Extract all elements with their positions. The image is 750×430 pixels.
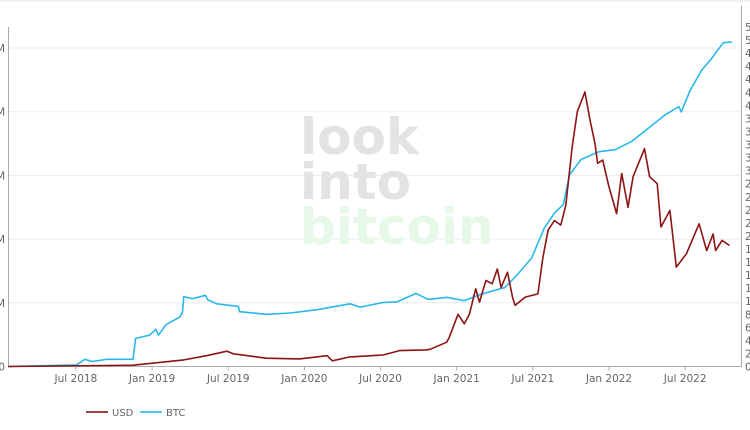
right-tick-label: 5 — [745, 22, 750, 34]
x-tick-label: Jan 2020 — [280, 373, 327, 385]
right-tick-label: 5 — [745, 35, 750, 47]
right-tick-label: 3 — [745, 153, 750, 165]
left-y-axis: 0 M M M M M — [0, 43, 5, 373]
right-tick-label: 3 — [745, 166, 750, 178]
right-tick-label: 8 — [745, 309, 750, 321]
right-tick-label: 4 — [745, 48, 750, 60]
right-tick-label: 1 — [745, 283, 750, 295]
watermark-look: look — [300, 108, 421, 166]
legend: USD BTC — [86, 408, 185, 419]
watermark: look into bitcoin — [300, 108, 494, 256]
right-tick-label: 1 — [745, 257, 750, 269]
right-tick-label: 2 — [745, 205, 750, 217]
right-tick-label: 2 — [745, 192, 750, 204]
x-tick-label: Jan 2019 — [128, 373, 175, 385]
legend-label: USD — [112, 408, 134, 419]
watermark-bitcoin: bitcoin — [300, 198, 494, 256]
x-tick-label: Jul 2022 — [663, 373, 707, 385]
x-axis: Jul 2018 Jan 2019 Jul 2019 Jan 2020 Jul 2020… — [54, 366, 707, 385]
x-tick-label: Jan 2022 — [585, 373, 632, 385]
right-tick-label: 4 — [745, 74, 750, 86]
legend-label: BTC — [166, 408, 185, 419]
x-tick-label: Jul 2021 — [510, 373, 554, 385]
right-tick-label: 4 — [745, 87, 750, 99]
right-tick-label: 4 — [745, 100, 750, 112]
right-tick-label: 1 — [745, 244, 750, 256]
right-tick-label: 3 — [745, 113, 750, 125]
right-tick-label: 2 — [745, 218, 750, 230]
series-line-usd — [7, 91, 731, 368]
legend-item-usd[interactable]: USD — [86, 408, 134, 419]
left-tick-label: M — [0, 234, 5, 246]
left-tick-label: M — [0, 170, 5, 182]
left-tick-label: 0 — [0, 362, 5, 374]
series-line-btc — [7, 41, 733, 368]
left-tick-label: M — [0, 298, 5, 310]
right-tick-label: 4 — [745, 61, 750, 73]
right-tick-label: 4 — [745, 335, 750, 347]
right-tick-label: 1 — [745, 296, 750, 308]
right-tick-label: 6 — [745, 322, 750, 334]
x-tick-label: Jul 2020 — [358, 373, 402, 385]
left-tick-label: M — [0, 43, 5, 55]
series-lines — [7, 41, 733, 368]
legend-item-btc[interactable]: BTC — [140, 408, 185, 419]
watermark-into: into — [300, 153, 411, 211]
right-tick-label: 2 — [745, 179, 750, 191]
x-tick-label: Jul 2019 — [206, 373, 250, 385]
left-tick-label: M — [0, 107, 5, 119]
right-tick-label: 1 — [745, 270, 750, 282]
right-tick-label: 2 — [745, 231, 750, 243]
right-tick-label: 2 — [745, 348, 750, 360]
gridlines — [8, 47, 741, 304]
right-tick-label: 0 — [745, 362, 750, 374]
x-tick-label: Jan 2021 — [433, 373, 480, 385]
x-tick-label: Jul 2018 — [54, 373, 98, 385]
right-tick-label: 3 — [745, 140, 750, 152]
right-tick-label: 3 — [745, 126, 750, 138]
